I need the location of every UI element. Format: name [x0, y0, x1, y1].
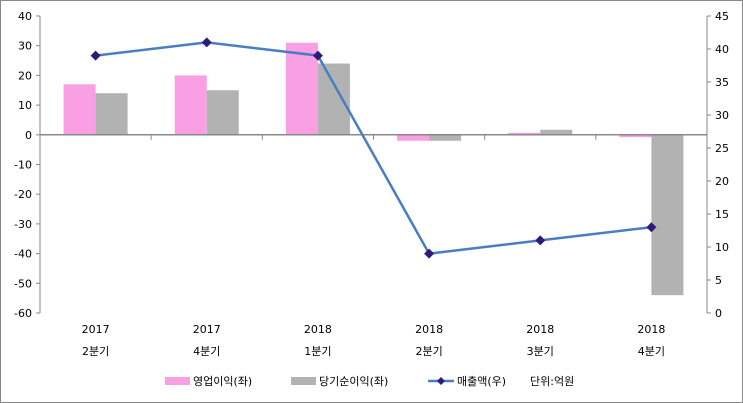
legend-label-operating-profit: 영업이익(좌) — [193, 375, 252, 388]
right-tick-label: 20 — [715, 175, 729, 188]
category-year-label: 2017 — [82, 323, 110, 336]
bar-net-income — [540, 129, 573, 135]
right-tick-label: 30 — [715, 109, 729, 122]
left-tick-label: 10 — [18, 99, 32, 112]
category-year-label: 2017 — [193, 323, 221, 336]
left-tick-label: -20 — [14, 188, 32, 201]
bar-operating-profit — [508, 132, 541, 135]
right-tick-label: 35 — [715, 76, 729, 89]
bar-net-income — [651, 134, 684, 296]
category-quarter-label: 3분기 — [527, 345, 554, 358]
left-tick-label: -60 — [14, 307, 32, 320]
sales-marker — [646, 222, 657, 233]
right-tick-label: 15 — [715, 208, 729, 221]
unit-note: 단위:억원 — [530, 375, 574, 388]
right-tick-label: 0 — [715, 307, 722, 320]
bar-operating-profit — [397, 134, 430, 141]
category-quarter-label: 2분기 — [415, 345, 442, 358]
category-quarter-label: 1분기 — [304, 345, 331, 358]
left-tick-label: -40 — [14, 248, 32, 261]
bar-operating-profit — [285, 42, 318, 135]
bar-net-income — [317, 63, 350, 135]
legend-label-sales: 매출액(우) — [457, 375, 506, 388]
left-tick-label: 40 — [18, 10, 32, 23]
left-tick-label: 30 — [18, 40, 32, 53]
bar-operating-profit — [174, 75, 207, 135]
sales-marker — [424, 248, 435, 259]
category-year-label: 2018 — [526, 323, 554, 336]
bar-operating-profit — [619, 134, 652, 138]
left-tick-label: -10 — [14, 159, 32, 172]
right-tick-label: 25 — [715, 142, 729, 155]
legend-marker-sales — [437, 377, 445, 385]
sales-marker — [312, 50, 323, 61]
bar-operating-profit — [63, 84, 96, 135]
category-quarter-label: 2분기 — [82, 345, 109, 358]
left-tick-label: 20 — [18, 69, 32, 82]
category-year-label: 2018 — [304, 323, 332, 336]
sales-marker — [90, 50, 101, 61]
left-tick-label: -30 — [14, 218, 32, 231]
category-quarter-label: 4분기 — [193, 345, 220, 358]
left-tick-label: -50 — [14, 277, 32, 290]
right-tick-label: 5 — [715, 274, 722, 287]
legend-label-net-income: 당기순이익(좌) — [319, 375, 388, 388]
category-quarter-label: 4분기 — [638, 345, 665, 358]
bar-net-income — [206, 90, 239, 135]
right-tick-label: 40 — [715, 43, 729, 56]
category-year-label: 2018 — [637, 323, 665, 336]
legend-swatch-operating-profit — [165, 377, 190, 385]
left-tick-label: 0 — [25, 129, 32, 142]
right-tick-label: 10 — [715, 241, 729, 254]
right-tick-label: 45 — [715, 10, 729, 23]
sales-line — [95, 41, 652, 255]
sales-marker — [535, 235, 546, 246]
sales-marker — [201, 37, 212, 48]
legend-swatch-net-income — [291, 377, 316, 385]
bar-net-income — [429, 134, 462, 141]
bar-net-income — [95, 93, 128, 135]
category-year-label: 2018 — [415, 323, 443, 336]
